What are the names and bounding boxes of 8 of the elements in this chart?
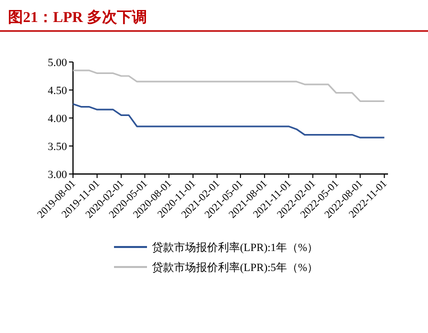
y-tick-label: 5.00: [48, 57, 68, 69]
chart-title: 图21：LPR 多次下调: [8, 9, 147, 26]
y-tick-label: 3.00: [48, 169, 68, 181]
y-tick-label: 3.50: [48, 141, 68, 153]
y-tick-label: 4.00: [48, 113, 68, 125]
y-tick-label: 4.50: [48, 85, 68, 97]
legend-label: 贷款市场报价利率(LPR):1年（%）: [152, 241, 318, 254]
legend-label: 贷款市场报价利率(LPR):5年（%）: [152, 261, 318, 274]
